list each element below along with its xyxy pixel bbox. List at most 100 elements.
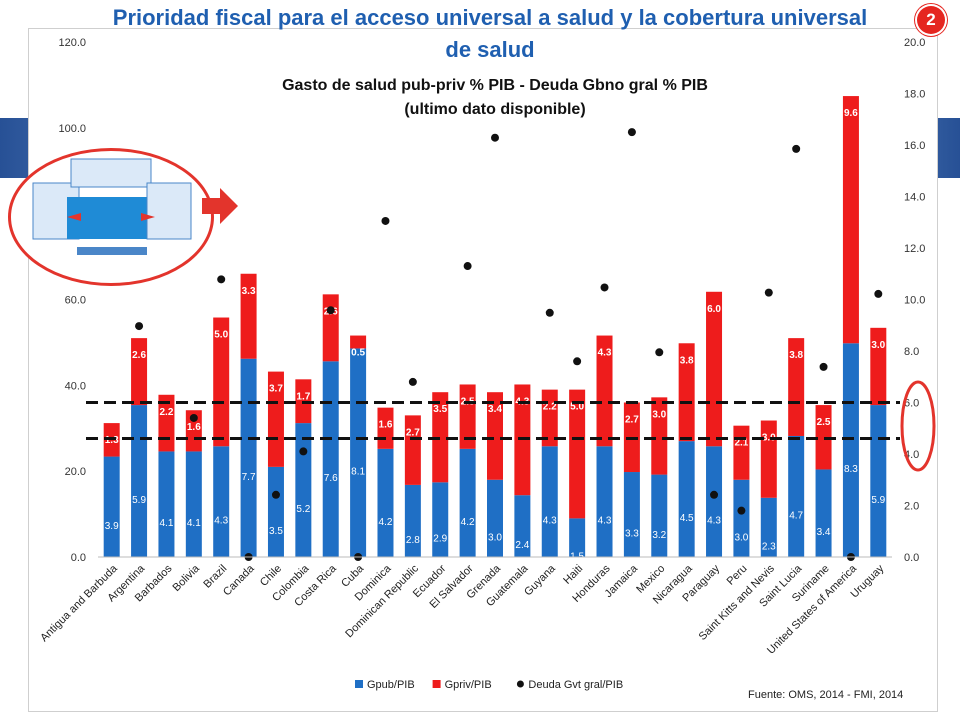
bar-public-label: 4.2: [461, 517, 475, 528]
debt-point: [874, 289, 883, 298]
legend-label: Deuda Gvt gral/PIB: [528, 679, 623, 691]
bar-public-label: 4.3: [543, 516, 557, 527]
debt-point: [135, 322, 144, 331]
bar-public-label: 4.5: [680, 513, 694, 524]
bar-public-label: 7.6: [324, 473, 338, 484]
bar-public-label: 2.4: [515, 540, 529, 551]
bar-public-label: 4.3: [214, 516, 228, 527]
category-label: Haiti: [561, 563, 585, 587]
debt-point: [573, 357, 582, 366]
bar-public: [514, 495, 531, 557]
bar-private-label: 9.6: [844, 108, 858, 119]
bar-private: [678, 343, 695, 442]
bar-private-label: 5.0: [570, 402, 584, 413]
legend-swatch: [355, 680, 363, 688]
page-title: Prioridad fiscal para el acceso universa…: [112, 5, 868, 62]
debt-point: [408, 377, 417, 386]
chart-subtitle: Gasto de salud pub-priv % PIB - Deuda Gb…: [230, 74, 760, 122]
bar-private: [651, 397, 668, 475]
y-right-tick-label: 0.0: [904, 552, 919, 564]
y-right-tick-label: 6.0: [904, 398, 919, 410]
bar-public-label: 3.4: [817, 527, 831, 538]
bar-private: [131, 338, 148, 406]
bar-private-label: 1.7: [296, 391, 310, 402]
debt-point: [491, 133, 499, 142]
bar-public-label: 4.2: [379, 517, 393, 528]
bar-private: [240, 273, 257, 359]
debt-point: [299, 447, 308, 456]
bar-public: [103, 456, 120, 557]
category-label: Canada: [221, 562, 257, 598]
debt-point: [737, 506, 746, 515]
debt-point: [545, 308, 554, 317]
bar-public: [541, 446, 558, 557]
bar-public: [733, 479, 750, 557]
arrow-right-icon: [202, 188, 238, 224]
bar-public: [350, 348, 367, 557]
bar-public: [295, 423, 312, 557]
debt-point: [792, 144, 801, 153]
bar-public: [788, 435, 805, 557]
chart-subtitle-line2: (ultimo dato disponible): [404, 101, 586, 118]
category-label: Peru: [725, 563, 750, 588]
bar-private-label: 3.5: [433, 404, 447, 415]
bar-public-label: 3.0: [734, 532, 748, 543]
legend-label: Gpriv/PIB: [445, 679, 492, 691]
bar-public: [322, 361, 339, 557]
category-label: Antigua and Barbuda: [38, 562, 120, 644]
bar-private-label: 3.8: [789, 350, 803, 361]
bar-private-label: 2.6: [132, 350, 146, 361]
legend-label: Gpub/PIB: [367, 679, 415, 691]
bar-public: [267, 466, 284, 557]
y-right-tick-label: 2.0: [904, 501, 919, 513]
bar-public-label: 7.7: [242, 472, 256, 483]
bar-public: [404, 484, 421, 557]
bar-public-label: 2.9: [433, 534, 447, 545]
bar-private-label: 2.5: [817, 417, 831, 428]
debt-point: [710, 490, 719, 499]
y-right-tick-label: 8.0: [904, 346, 919, 358]
debt-point: [600, 283, 609, 292]
debt-point: [627, 128, 636, 137]
y-right-tick-label: 20.0: [904, 37, 925, 49]
y-right-tick-label: 18.0: [904, 89, 925, 101]
right-axis-highlight: [900, 380, 936, 472]
bar-private: [350, 335, 367, 349]
bar-private: [706, 291, 723, 447]
bar-public: [487, 479, 503, 557]
bar-public: [596, 446, 613, 557]
bar-private: [870, 327, 887, 406]
legend-swatch: [432, 680, 441, 688]
bar-private-label: 6.0: [707, 304, 721, 315]
inset-thumbnail: [8, 148, 214, 286]
bar-public-label: 5.2: [296, 504, 310, 515]
bar-public: [870, 405, 887, 557]
y-left-tick-label: 20.0: [65, 466, 86, 478]
bar-public-label: 3.5: [269, 526, 283, 537]
bar-private-label: 2.1: [734, 438, 748, 449]
slide-number-badge: 2: [917, 6, 945, 34]
bar-public-label: 5.9: [871, 495, 885, 506]
bar-private: [185, 410, 202, 452]
debt-point: [819, 362, 828, 371]
debt-point: [655, 348, 664, 357]
bar-private: [733, 425, 750, 480]
category-label: Bolivia: [171, 562, 203, 594]
bar-public-label: 3.9: [105, 521, 119, 532]
bar-public-label: 4.1: [187, 518, 201, 529]
bar-public: [131, 405, 148, 557]
bar-private-label: 1.6: [379, 420, 393, 431]
plot-frame: [28, 28, 938, 712]
y-right-tick-label: 12.0: [904, 243, 925, 255]
source-note: Fuente: OMS, 2014 - FMI, 2014: [748, 689, 904, 701]
y-right-tick-label: 16.0: [904, 140, 925, 152]
bar-public: [678, 441, 695, 557]
bar-public: [459, 448, 476, 557]
bar-public: [760, 497, 777, 557]
y-left-tick-label: 0.0: [71, 552, 86, 564]
bar-public: [815, 469, 832, 557]
bar-public: [240, 358, 257, 557]
bar-public-label: 4.1: [159, 518, 173, 529]
bar-private: [432, 392, 449, 483]
